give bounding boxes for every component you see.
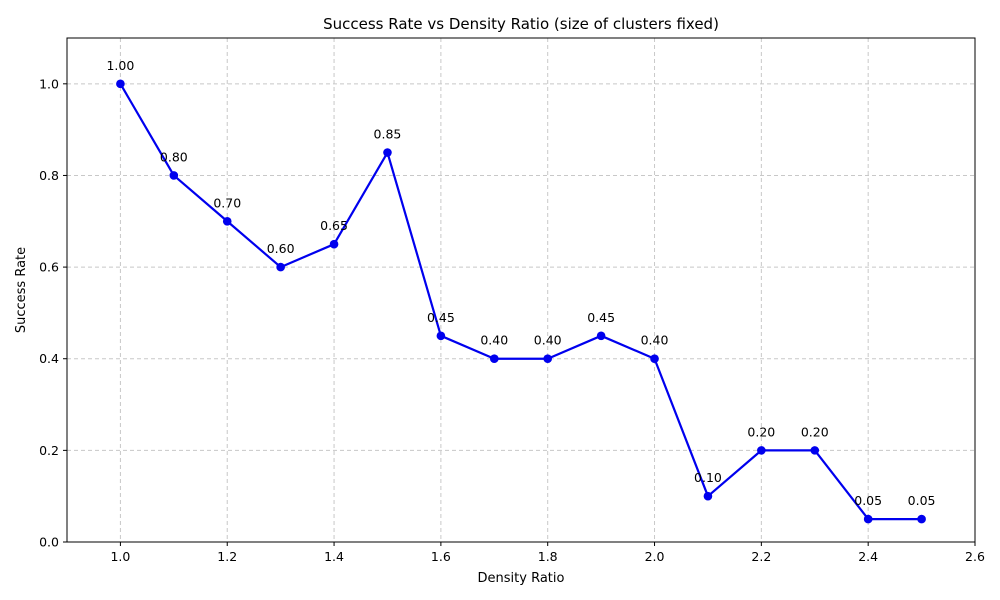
data-point xyxy=(810,446,820,455)
data-label: 0.70 xyxy=(213,195,241,210)
data-label: 0.85 xyxy=(374,127,402,142)
y-tick-label: 0.8 xyxy=(39,168,59,183)
data-label: 0.05 xyxy=(908,493,936,508)
data-point xyxy=(917,514,926,524)
x-tick-label: 1.2 xyxy=(217,549,237,564)
data-label: 0.65 xyxy=(320,218,348,233)
y-tick-label: 0.4 xyxy=(39,351,59,366)
data-point xyxy=(757,446,766,455)
data-label: 0.80 xyxy=(160,149,188,164)
data-point xyxy=(383,148,392,157)
x-tick-label: 1.8 xyxy=(538,549,558,564)
data-label: 0.60 xyxy=(267,241,295,256)
y-tick-label: 0.0 xyxy=(39,535,59,550)
x-tick-label: 2.6 xyxy=(965,549,985,564)
data-label: 0.40 xyxy=(480,333,508,348)
x-ticks: 1.0 1.2 1.4 1.6 1.8 2.0 2.2 2.4 2.6 xyxy=(110,542,985,564)
data-point xyxy=(596,331,606,341)
data-point xyxy=(222,216,232,226)
grid xyxy=(67,38,976,543)
data-label: 0.45 xyxy=(587,310,615,325)
data-point xyxy=(169,171,179,180)
y-ticks: 0.0 0.2 0.4 0.6 0.8 1.0 xyxy=(39,76,67,550)
y-tick-label: 1.0 xyxy=(39,76,59,91)
plot-frame xyxy=(66,37,976,543)
y-tick-label: 0.2 xyxy=(39,443,59,458)
data-point xyxy=(703,491,713,501)
series-layer xyxy=(116,79,926,524)
y-axis-label: Success Rate xyxy=(14,247,29,333)
data-label: 0.05 xyxy=(854,493,882,508)
data-label: 0.20 xyxy=(747,424,775,439)
data-point xyxy=(436,331,446,341)
y-tick-label: 0.6 xyxy=(39,260,59,275)
chart-title: Success Rate vs Density Ratio (size of c… xyxy=(323,15,719,33)
data-point xyxy=(276,262,285,272)
x-tick-label: 1.4 xyxy=(324,549,344,564)
data-label: 0.40 xyxy=(534,333,562,348)
series-line xyxy=(119,83,922,521)
data-point xyxy=(116,79,125,89)
x-tick-label: 2.2 xyxy=(751,549,771,564)
data-labels: 1.00 0.80 0.70 0.60 0.65 0.85 0.45 0.40 0.40 0.45… xyxy=(106,58,935,508)
data-label: 0.45 xyxy=(427,310,455,325)
data-label: 0.10 xyxy=(694,470,722,485)
data-label: 1.00 xyxy=(106,58,134,73)
x-tick-label: 1.0 xyxy=(110,549,130,564)
data-label: 0.20 xyxy=(801,424,829,439)
data-point xyxy=(650,354,659,364)
x-axis-label: Density Ratio xyxy=(478,571,565,586)
data-point xyxy=(863,514,873,524)
data-point xyxy=(489,354,499,364)
data-label: 0.40 xyxy=(641,333,669,348)
data-point xyxy=(543,354,553,364)
x-tick-label: 2.4 xyxy=(858,549,878,564)
x-tick-label: 1.6 xyxy=(431,549,451,564)
data-point xyxy=(329,239,339,249)
x-tick-label: 2.0 xyxy=(645,549,665,564)
